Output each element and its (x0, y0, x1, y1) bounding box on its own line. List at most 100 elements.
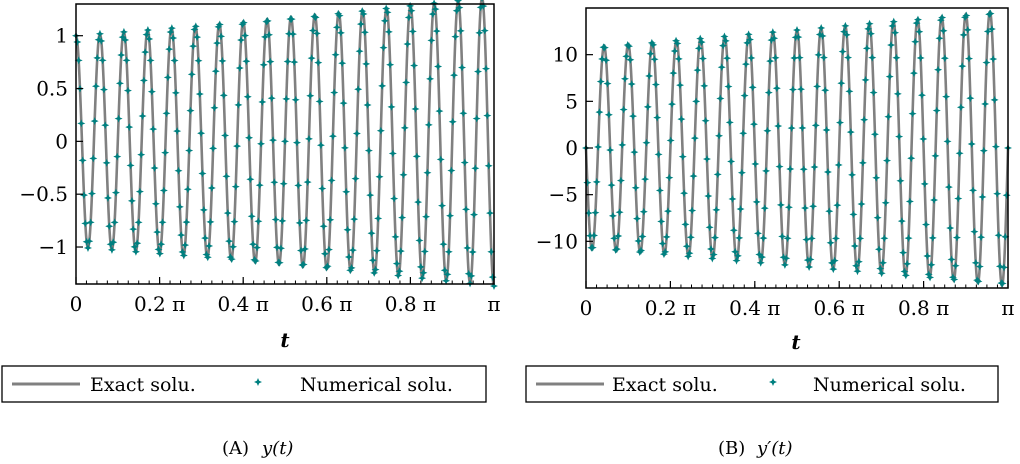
numerical-solution-point (840, 27, 849, 36)
panel-a-x-axis-title: t (280, 328, 290, 352)
numerical-solution-point (915, 27, 924, 36)
numerical-solution-point (911, 37, 920, 46)
numerical-solution-point (354, 85, 363, 94)
numerical-solution-point (245, 133, 254, 142)
numerical-solution-point (814, 50, 823, 59)
numerical-solution-point (771, 53, 780, 62)
numerical-solution-point (891, 28, 900, 37)
panel-a-caption-expr: y(t) (261, 438, 293, 459)
numerical-solution-point (420, 247, 429, 256)
numerical-solution-point (743, 38, 752, 47)
numerical-solution-point (735, 233, 744, 242)
numerical-solution-point (729, 226, 738, 235)
numerical-solution-point (198, 169, 207, 178)
numerical-solution-point (634, 236, 643, 245)
numerical-solution-point (334, 9, 343, 18)
numerical-solution-point (635, 248, 644, 257)
numerical-solution-point (755, 250, 764, 259)
numerical-solution-point (114, 114, 123, 123)
numerical-solution-point (845, 87, 854, 96)
numerical-solution-point (270, 178, 279, 187)
numerical-solution-point (258, 97, 267, 106)
numerical-solution-point (194, 56, 203, 65)
numerical-solution-point (118, 33, 127, 42)
numerical-solution-point (183, 185, 192, 194)
numerical-solution-point (708, 254, 717, 263)
numerical-solution-point (396, 247, 405, 256)
numerical-solution-point (668, 100, 677, 109)
numerical-solution-point (255, 181, 264, 190)
y-tick-label: −0.5 (19, 182, 68, 206)
numerical-solution-point (834, 160, 843, 169)
panel-b-caption-tag: (B) (718, 438, 745, 459)
numerical-solution-point (892, 53, 901, 62)
numerical-solution-point (975, 262, 984, 271)
numerical-solution-point (874, 245, 883, 254)
numerical-solution-point (598, 54, 607, 63)
numerical-solution-point (292, 138, 301, 147)
numerical-solution-point (406, 1, 415, 10)
numerical-solution-point (893, 89, 902, 98)
numerical-solution-point (751, 159, 760, 168)
numerical-solution-point (923, 251, 932, 260)
numerical-solution-point (146, 56, 155, 65)
numerical-solution-point (924, 270, 933, 279)
numerical-solution-point (986, 9, 995, 18)
numerical-solution-point (904, 234, 913, 243)
numerical-solution-point (935, 34, 944, 43)
numerical-solution-point (375, 172, 384, 181)
numerical-solution-point (470, 210, 479, 219)
numerical-solution-point (590, 231, 599, 240)
numerical-solution-point (91, 82, 100, 91)
numerical-solution-point (637, 246, 646, 255)
numerical-solution-point (772, 84, 781, 93)
numerical-solution-point (739, 129, 748, 138)
numerical-solution-point (351, 174, 360, 183)
numerical-solution-point (331, 50, 340, 59)
numerical-solution-point (896, 176, 905, 185)
numerical-solution-point (342, 187, 351, 196)
numerical-solution-point (479, 2, 488, 11)
x-tick-label: 0.4 π (729, 296, 780, 320)
panel-a-marks (72, 0, 498, 291)
numerical-solution-point (89, 154, 98, 163)
numerical-solution-point (928, 233, 937, 242)
x-tick-label: 0.8 π (385, 292, 436, 316)
numerical-solution-point (237, 36, 246, 45)
panel-b-caption-expr: y′(t) (756, 438, 793, 459)
numerical-solution-point (356, 20, 365, 29)
numerical-solution-point (905, 197, 914, 206)
numerical-solution-point (424, 120, 433, 129)
panel-a-caption: (A) y(t) (222, 438, 293, 459)
numerical-solution-point (432, 27, 441, 36)
numerical-solution-point (330, 88, 339, 97)
numerical-solution-point (954, 194, 963, 203)
numerical-solution-point (416, 262, 425, 271)
numerical-solution-point (951, 261, 960, 270)
numerical-solution-point (374, 214, 383, 223)
numerical-solution-point (302, 216, 311, 225)
numerical-solution-point (464, 269, 473, 278)
panel-a-legend-numerical-swatch (254, 378, 262, 386)
numerical-solution-point (643, 102, 652, 111)
numerical-solution-point (291, 95, 300, 104)
numerical-solution-point (110, 218, 119, 227)
panel-b-legend-exact-label: Exact solu. (612, 374, 718, 396)
numerical-solution-point (659, 250, 668, 259)
numerical-solution-point (989, 55, 998, 64)
numerical-solution-point (881, 198, 890, 207)
numerical-solution-point (940, 54, 949, 63)
numerical-solution-point (205, 241, 214, 250)
numerical-solution-point (993, 189, 1002, 198)
numerical-solution-point (583, 178, 592, 187)
x-tick-label: π (1001, 296, 1014, 320)
numerical-solution-point (829, 265, 838, 274)
numerical-solution-point (113, 152, 122, 161)
numerical-solution-point (308, 26, 317, 35)
numerical-solution-point (199, 205, 208, 214)
numerical-solution-point (105, 222, 114, 231)
numerical-solution-point (962, 11, 971, 20)
numerical-solution-point (195, 90, 204, 99)
numerical-solution-point (666, 136, 675, 145)
